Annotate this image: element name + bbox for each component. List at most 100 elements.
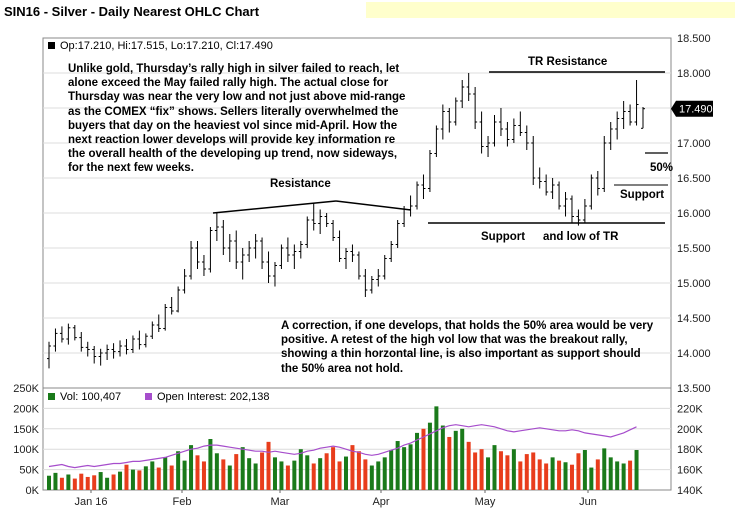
open-interest-line: [48, 424, 637, 469]
x-tick-label: May: [475, 496, 496, 508]
volume-bar: [227, 465, 232, 490]
volume-bar: [356, 451, 361, 490]
volume-bar: [150, 461, 155, 490]
x-tick-label: Jan 16: [74, 496, 107, 508]
volume-bar: [292, 460, 297, 490]
volume-bar: [369, 465, 374, 490]
volume-bar: [130, 469, 135, 490]
open-interest-tick-label: 220K: [677, 403, 703, 415]
ohlc-bar: [266, 251, 271, 283]
ohlc-bar: [208, 227, 213, 273]
volume-bar: [72, 478, 77, 490]
last-price-label: 17.490: [679, 104, 713, 116]
volume-bar: [98, 472, 103, 490]
correction-line-1: A correction, if one develops, that hold…: [281, 320, 654, 332]
ohlc-bar: [582, 199, 587, 224]
volume-bar: [105, 477, 110, 490]
volume-bar: [479, 449, 484, 490]
ohlc-bar: [608, 122, 613, 150]
ohlc-bar: [124, 339, 129, 355]
header-banner: [366, 2, 735, 18]
ohlc-marker-icon: [48, 42, 55, 49]
ohlc-bar: [47, 341, 51, 369]
volume-bar: [124, 464, 129, 490]
price-tick-label: 17.000: [677, 138, 711, 150]
ohlc-bar: [453, 97, 458, 126]
volume-bar: [234, 454, 239, 490]
volume-bar: [473, 452, 478, 490]
ohlc-bar: [85, 341, 90, 357]
ohlc-bar: [79, 332, 84, 352]
ohlc-bar: [440, 104, 445, 140]
ohlc-bar: [498, 108, 503, 136]
volume-bar: [298, 449, 303, 490]
volume-bar: [350, 445, 355, 490]
ohlc-bar: [544, 174, 549, 196]
volume-bar: [201, 461, 206, 490]
commentary-line-7: the overall health of the developing up …: [68, 148, 398, 161]
resistance-label: Resistance: [270, 178, 331, 190]
open-interest-legend: Open Interest: 202,138: [157, 391, 270, 403]
open-interest-tick-label: 180K: [677, 444, 703, 456]
volume-bar: [544, 463, 549, 490]
volume-bar: [221, 459, 226, 490]
ohlc-bar: [447, 108, 452, 133]
volume-bar: [447, 436, 452, 490]
volume-bar: [440, 425, 445, 490]
volume-bar: [143, 466, 148, 490]
ohlc-bar: [66, 323, 71, 345]
volume-bar: [595, 459, 600, 490]
volume-bar: [118, 471, 123, 490]
ohlc-bar: [479, 111, 484, 154]
ohlc-bar: [641, 106, 645, 129]
ohlc-bar: [550, 178, 555, 199]
ohlc-bar: [621, 101, 626, 129]
ohlc-bar: [285, 237, 290, 262]
volume-bar: [253, 463, 258, 490]
ohlc-bar: [240, 248, 245, 280]
volume-bar: [492, 445, 497, 490]
ohlc-bar: [511, 118, 516, 143]
correction-note: A correction, if one develops, that hold…: [281, 319, 653, 376]
volume-bar: [305, 455, 310, 490]
volume-bar: [189, 445, 194, 490]
ohlc-bar: [421, 174, 426, 199]
volume-bar: [634, 450, 639, 490]
price-tick-label: 16.500: [677, 173, 711, 185]
volume-tick-label: 0K: [26, 485, 40, 497]
ohlc-bar: [130, 335, 135, 353]
ohlc-bar: [189, 241, 194, 280]
open-interest-tick-label: 160K: [677, 465, 703, 477]
volume-bar: [427, 422, 432, 490]
ohlc-bar: [143, 333, 148, 348]
ohlc-bar: [227, 234, 232, 262]
volume-bar: [47, 475, 51, 490]
volume-bar: [415, 432, 420, 490]
ohlc-bar: [634, 80, 639, 126]
volume-bar: [531, 452, 536, 490]
volume-bar: [240, 447, 245, 490]
x-tick-label: Apr: [372, 496, 389, 508]
volume-bar: [79, 473, 84, 490]
volume-bar: [486, 457, 491, 490]
ohlc-bar: [111, 343, 116, 359]
commentary-line-4: as the COMEX “fix” shows. Sellers litera…: [68, 105, 399, 118]
open-interest-legend-swatch: [145, 393, 152, 400]
ohlc-bar: [176, 286, 181, 313]
ohlc-bar: [505, 122, 510, 147]
ohlc-bar: [569, 195, 574, 224]
ohlc-bar: [92, 346, 97, 364]
ohlc-bar: [137, 330, 142, 350]
ohlc-bar: [318, 209, 323, 234]
ohlc-bar: [150, 321, 155, 339]
ohlc-bar: [382, 255, 387, 280]
x-tick-label: Jun: [579, 496, 597, 508]
volume-tick-label: 150K: [13, 424, 39, 436]
ohlc-bar: [466, 73, 471, 101]
volume-bar: [524, 454, 529, 490]
ohlc-bar: [311, 202, 316, 231]
ohlc-bar: [59, 326, 64, 343]
volume-bar: [59, 477, 64, 490]
ohlc-bar: [518, 111, 523, 136]
